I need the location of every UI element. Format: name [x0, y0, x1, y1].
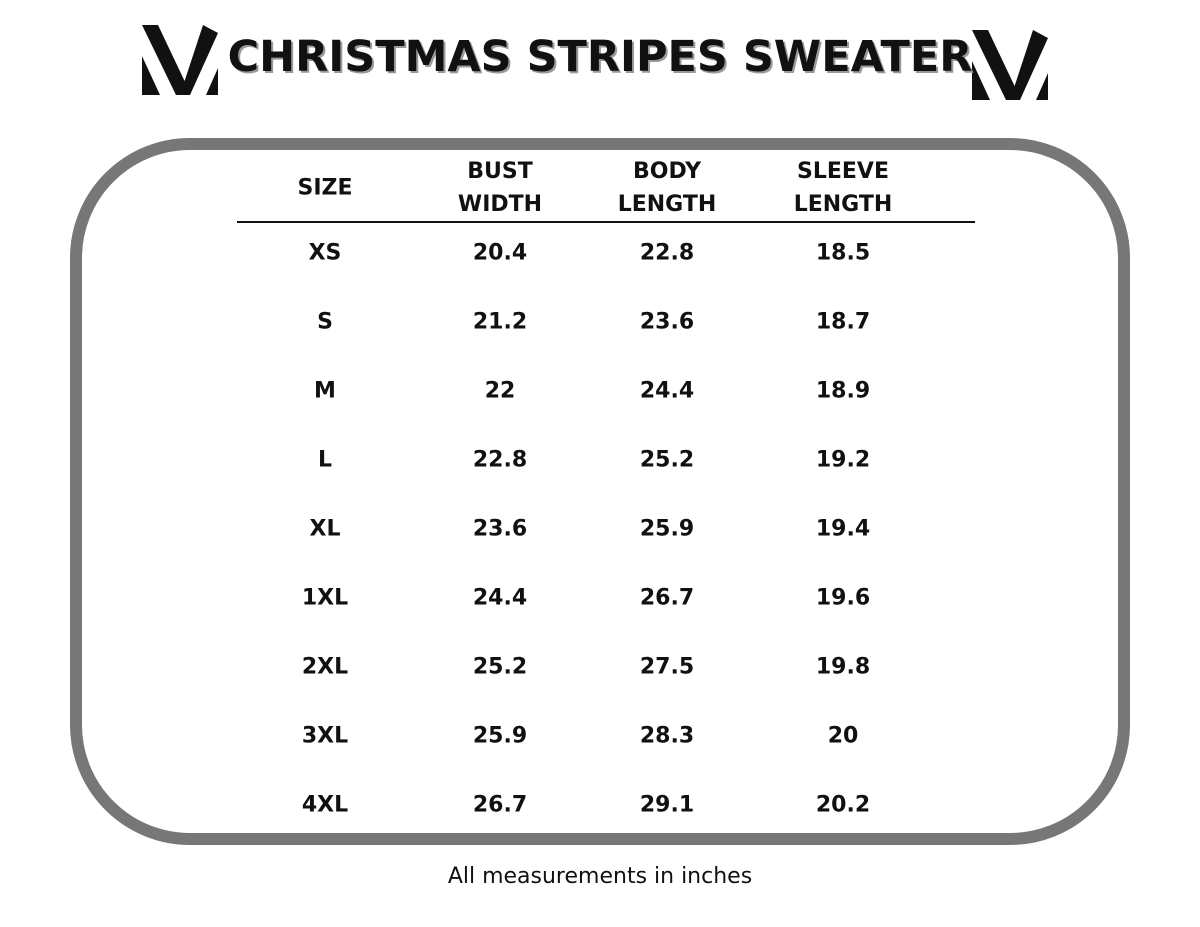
header-rule — [237, 221, 975, 223]
measurement: 26.7 — [472, 792, 528, 818]
size-label: L — [317, 447, 333, 473]
logo-left — [142, 25, 218, 95]
size-label: 3XL — [301, 723, 349, 749]
measurement: 22.8 — [639, 240, 695, 266]
column-header: BUST WIDTH — [457, 159, 543, 217]
measurement: 18.5 — [815, 240, 871, 266]
size-label: 4XL — [301, 792, 349, 818]
measurement: 19.8 — [815, 654, 871, 680]
measurement: 18.9 — [815, 378, 871, 404]
footnote: All measurements in inches — [447, 864, 753, 889]
measurement: 21.2 — [472, 309, 528, 335]
measurement: 19.2 — [815, 447, 871, 473]
measurement: 28.3 — [639, 723, 695, 749]
table-frame — [70, 138, 1130, 845]
measurement: 26.7 — [639, 585, 695, 611]
measurement: 22 — [484, 378, 516, 404]
measurement: 19.6 — [815, 585, 871, 611]
logo-right — [972, 30, 1048, 100]
measurement: 24.4 — [472, 585, 528, 611]
measurement: 22.8 — [472, 447, 528, 473]
measurement: 27.5 — [639, 654, 695, 680]
measurement: 25.9 — [639, 516, 695, 542]
measurement: 29.1 — [639, 792, 695, 818]
column-header: SIZE — [297, 175, 353, 201]
column-header: BODY LENGTH — [617, 159, 717, 217]
measurement: 19.4 — [815, 516, 871, 542]
size-label: XS — [308, 240, 342, 266]
size-label: M — [314, 378, 336, 404]
title: CHRISTMAS STRIPES SWEATER — [227, 32, 973, 82]
size-label: 1XL — [301, 585, 349, 611]
measurement: 23.6 — [472, 516, 528, 542]
column-header: SLEEVE LENGTH — [793, 159, 893, 217]
measurement: 18.7 — [815, 309, 871, 335]
measurement: 25.2 — [639, 447, 695, 473]
size-label: 2XL — [301, 654, 349, 680]
logos — [142, 25, 1048, 100]
measurement: 23.6 — [639, 309, 695, 335]
measurement: 20.4 — [472, 240, 528, 266]
size-label: S — [317, 309, 333, 335]
measurement: 20.2 — [815, 792, 871, 818]
size-label: XL — [309, 516, 341, 542]
measurement: 25.2 — [472, 654, 528, 680]
measurement: 20 — [827, 723, 859, 749]
measurement: 25.9 — [472, 723, 528, 749]
measurement: 24.4 — [639, 378, 695, 404]
